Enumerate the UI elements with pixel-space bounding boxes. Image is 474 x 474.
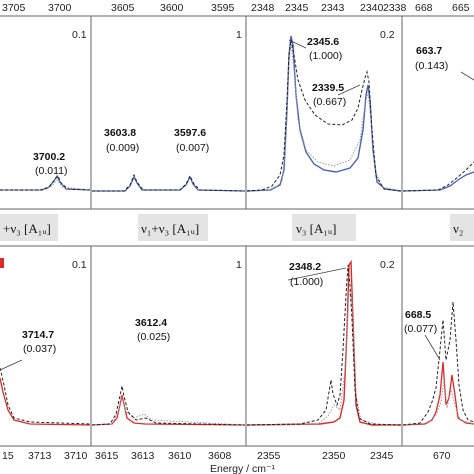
series-line-dotted	[402, 379, 474, 426]
peak-intensity: (1.000)	[290, 276, 323, 288]
scale-labels: 0.1 1 0.2 0.1 1 0.2	[72, 29, 395, 271]
band-bg	[138, 214, 208, 241]
top-axis-ticks: 3705 3700 3605 3600 3595 2348 2345 2343 …	[2, 2, 470, 14]
series-line-red	[0, 377, 91, 426]
top-frame	[0, 15, 474, 210]
leader-line	[287, 267, 347, 281]
peak-labels: 3700.2 (0.011) 3603.8 (0.009) 3597.6 (0.…	[22, 36, 448, 355]
peak-value: 3597.6	[174, 127, 206, 139]
peak-value: 3700.2	[33, 151, 65, 163]
series-line-dotted	[91, 396, 246, 426]
tick-label: 3705	[2, 2, 26, 14]
bottom-axis-ticks: 15 3713 3710 3615 3613 3610 3608 2355 23…	[2, 450, 451, 462]
mode-label-band: +ν₃ [A₁ᵤ] ν₁+ν₃ [A₁ᵤ] ν₃ [A₁ᵤ] ν₂	[0, 214, 474, 241]
bottom-spectra	[0, 259, 474, 426]
tick-label: 2348	[251, 2, 275, 14]
series-line-dotted	[246, 289, 401, 426]
tick-label: 2345	[370, 450, 394, 462]
series-line-dotted	[246, 41, 402, 192]
peak-value: 668.5	[405, 309, 431, 321]
peak-value: 3714.7	[22, 329, 54, 341]
tick-label: 3700	[48, 2, 72, 14]
tick-label: 3613	[131, 450, 155, 462]
bottom-frame	[0, 245, 474, 447]
leader-line	[424, 334, 441, 361]
peak-intensity: (0.011)	[35, 165, 68, 177]
series-line-blue	[92, 175, 246, 192]
series-line-dashed	[402, 161, 474, 192]
band-bg	[450, 214, 474, 241]
tick-label: 2350	[322, 450, 346, 462]
mode-label: ν₁+ν₃ [A₁ᵤ]	[141, 221, 199, 236]
tick-label: 2340	[360, 2, 384, 14]
peak-intensity: (0.143)	[415, 60, 448, 72]
tick-label: 15	[2, 450, 14, 462]
peak-intensity: (0.025)	[137, 331, 170, 343]
tick-label: 3600	[160, 2, 184, 14]
peak-intensity: (0.009)	[106, 142, 139, 154]
series-line-dashed	[0, 367, 91, 425]
series-line-dashed	[246, 39, 402, 192]
tick-label: 3713	[28, 450, 52, 462]
mode-label: +ν₃ [A₁ᵤ]	[3, 221, 51, 236]
peak-value: 663.7	[416, 45, 442, 57]
tick-label: 3615	[95, 450, 119, 462]
peak-value: 3603.8	[104, 127, 136, 139]
tick-label: 670	[433, 450, 451, 462]
series-line-red	[402, 361, 474, 426]
series-line-dashed	[91, 385, 246, 426]
tick-label: 3605	[111, 2, 135, 14]
series-line-red	[91, 394, 246, 426]
tick-label: 3610	[168, 450, 192, 462]
mode-label: ν₂	[453, 221, 463, 236]
tick-label: 3608	[208, 450, 232, 462]
band-bg	[292, 214, 356, 241]
tick-label: 2355	[257, 450, 281, 462]
peak-value: 3612.4	[135, 317, 167, 329]
scale-label: 0.1	[72, 259, 87, 271]
x-axis-label: Energy / cm⁻¹	[210, 463, 276, 474]
scale-label: 1	[236, 259, 242, 271]
band-bg	[0, 214, 58, 241]
panel-frames	[0, 15, 474, 447]
series-line-dashed	[246, 264, 402, 426]
peak-intensity: (0.077)	[404, 323, 437, 335]
scale-label: 0.2	[380, 259, 395, 271]
peak-intensity: (0.667)	[313, 96, 346, 108]
tick-label: 665	[452, 2, 470, 14]
leader-line	[460, 71, 474, 81]
series-line-dashed	[0, 175, 91, 191]
series-line-dashed	[92, 173, 246, 192]
peak-intensity: (0.037)	[23, 343, 56, 355]
series-line-blue	[0, 174, 91, 191]
tick-label: 3595	[211, 2, 235, 14]
peak-value: 2348.2	[289, 261, 321, 273]
leader-line	[0, 359, 23, 371]
tick-label: 3710	[64, 450, 88, 462]
peak-intensity: (1.000)	[309, 50, 342, 62]
tick-label: 2345	[285, 2, 309, 14]
peak-value: 2345.6	[307, 36, 339, 48]
mode-label: ν₃ [A₁ᵤ]	[296, 221, 337, 236]
leader-line	[337, 84, 361, 96]
scale-label: 0.1	[72, 29, 87, 41]
peak-intensity: (0.007)	[176, 142, 209, 154]
scale-label: 0.2	[380, 29, 395, 41]
tick-label: 2338	[383, 2, 407, 14]
top-spectra	[0, 35, 474, 192]
legend-swatch-red	[0, 258, 4, 268]
leader-line	[288, 39, 307, 49]
series-line-blue	[402, 171, 474, 192]
series-line-red	[246, 259, 401, 426]
tick-label: 668	[415, 2, 433, 14]
peak-value: 2339.5	[312, 82, 344, 94]
scale-label: 1	[236, 29, 242, 41]
leader-lines	[0, 39, 474, 371]
tick-label: 2343	[321, 2, 345, 14]
